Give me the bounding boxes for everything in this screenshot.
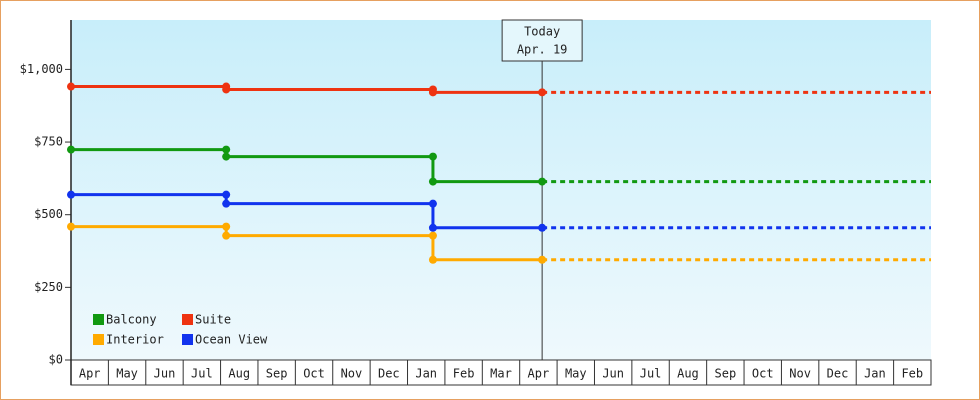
point — [538, 255, 547, 264]
point — [428, 88, 437, 97]
plot-area — [71, 20, 931, 360]
x-tick-label: Sep — [715, 367, 737, 381]
x-tick-label: Jan — [864, 367, 886, 381]
x-tick-label: Jan — [415, 367, 437, 381]
point — [222, 222, 231, 231]
legend-label: Balcony — [106, 313, 157, 327]
point — [428, 255, 437, 264]
point — [538, 88, 547, 97]
today-label: Today — [524, 25, 560, 39]
point — [222, 85, 231, 94]
x-tick-label: Sep — [266, 367, 288, 381]
point — [538, 177, 547, 186]
x-tick-label: Jul — [640, 367, 662, 381]
x-tick-label: Dec — [827, 367, 849, 381]
point — [67, 145, 75, 154]
point — [67, 190, 75, 199]
point — [428, 223, 437, 232]
x-tick-label: Nov — [341, 367, 363, 381]
y-tick-label: $1,000 — [20, 62, 63, 76]
today-label: Apr. 19 — [517, 43, 568, 57]
point — [428, 231, 437, 240]
point — [222, 199, 231, 208]
legend-label: Suite — [195, 313, 231, 327]
series-line — [71, 148, 543, 184]
legend-swatch — [182, 334, 193, 345]
x-tick-label: Oct — [752, 367, 774, 381]
y-tick-label: $0 — [49, 353, 63, 367]
x-tick-label: Oct — [303, 367, 325, 381]
x-tick-label: Apr — [528, 367, 550, 381]
series-line — [71, 85, 543, 94]
x-tick-label: Feb — [901, 367, 923, 381]
x-tick-label: Nov — [789, 367, 811, 381]
point — [538, 223, 547, 232]
x-tick-label: Jun — [154, 367, 176, 381]
x-tick-label: Jun — [602, 367, 624, 381]
x-tick-label: Apr — [79, 367, 101, 381]
x-tick-label: Mar — [490, 367, 512, 381]
legend-label: Interior — [106, 333, 164, 347]
y-tick-label: $500 — [34, 207, 63, 221]
x-axis-band — [70, 359, 932, 386]
legend-swatch — [93, 314, 104, 325]
point — [222, 152, 231, 161]
point — [67, 222, 75, 231]
y-tick-label: $750 — [34, 135, 63, 149]
point — [222, 231, 231, 240]
point — [67, 82, 75, 91]
x-tick-label: Jul — [191, 367, 213, 381]
point — [428, 199, 437, 208]
legend-label: Ocean View — [195, 333, 268, 347]
point — [428, 152, 437, 161]
series-line — [71, 193, 543, 230]
x-tick-label: Feb — [453, 367, 475, 381]
x-tick-label: Aug — [677, 367, 699, 381]
point — [222, 145, 231, 154]
x-tick-label: May — [116, 367, 138, 381]
legend-swatch — [93, 334, 104, 345]
legend-swatch — [182, 314, 193, 325]
point — [428, 177, 437, 186]
series-line — [71, 225, 543, 262]
point — [222, 190, 231, 199]
x-tick-label: May — [565, 367, 587, 381]
x-tick-label: Aug — [228, 367, 250, 381]
y-tick-label: $250 — [34, 280, 63, 294]
today-box — [501, 19, 583, 62]
x-tick-label: Dec — [378, 367, 400, 381]
